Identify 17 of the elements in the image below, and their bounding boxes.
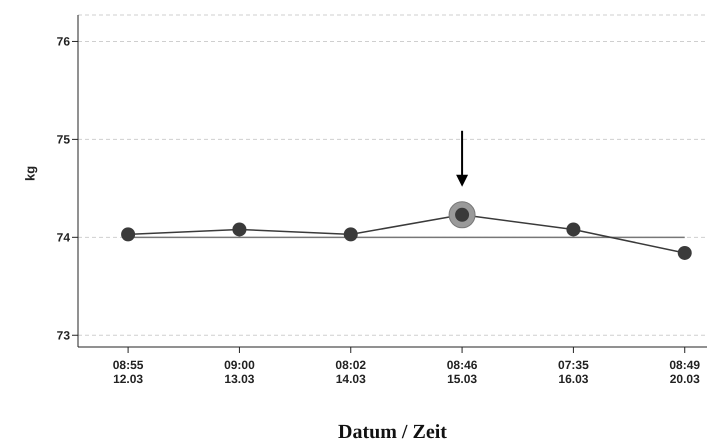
y-tick-label: 73	[56, 328, 70, 343]
y-tick-label: 74	[56, 230, 70, 245]
x-tick-label: 08:55 12.03	[112, 358, 144, 386]
point	[232, 222, 246, 236]
x-tick-label: 09:00 13.03	[224, 358, 256, 386]
point	[678, 246, 692, 260]
y-tick-label: 76	[56, 34, 70, 49]
x-tick-label: 08:49 20.03	[669, 358, 700, 386]
y-tick-label: 75	[56, 132, 70, 147]
point	[566, 222, 580, 236]
x-tick-label: 08:02 14.03	[335, 358, 366, 386]
x-tick-label: 07:35 16.03	[558, 358, 590, 386]
x-tick-label: 08:46 15.03	[446, 358, 478, 386]
y-axis-title: kg	[22, 166, 38, 181]
point	[121, 227, 136, 242]
point	[344, 227, 358, 242]
x-axis-title: Datum / Zeit	[338, 421, 448, 443]
